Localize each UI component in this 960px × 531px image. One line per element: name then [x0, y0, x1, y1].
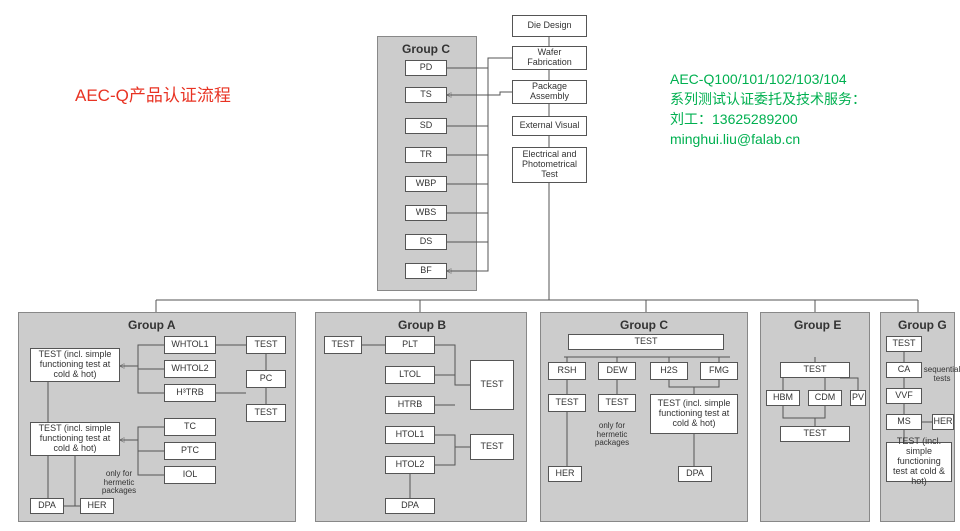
node-die_design: Die Design	[512, 15, 587, 37]
node-gcb_dew: DEW	[598, 362, 636, 380]
node-gg_vvf: VVF	[886, 388, 922, 404]
node-wafer_fab: Wafer Fabrication	[512, 46, 587, 70]
node-gg_her: HER	[932, 414, 954, 430]
node-pkg_asm: Package Assembly	[512, 80, 587, 104]
node-ga_right_test2: TEST	[246, 404, 286, 422]
node-gc_ts: TS	[405, 87, 447, 103]
node-gcb_h2s: H2S	[650, 362, 688, 380]
node-gg_ms: MS	[886, 414, 922, 430]
node-ga_tc: TC	[164, 418, 216, 436]
green-line-3: 刘工：13625289200	[670, 110, 798, 128]
node-gb_htrb: HTRB	[385, 396, 435, 414]
node-gb_dpa: DPA	[385, 498, 435, 514]
node-ga_right_test1: TEST	[246, 336, 286, 354]
panel-title-group_c_bottom: Group C	[620, 318, 668, 332]
green-line-4: minghui.liu@falab.cn	[670, 130, 800, 148]
node-gc_bf: BF	[405, 263, 447, 279]
node-gcb_test_big: TEST (incl. simple functioning test at c…	[650, 394, 738, 434]
node-gc_ds: DS	[405, 234, 447, 250]
node-ga_h3trb: H³TRB	[164, 384, 216, 402]
panel-group_e	[760, 312, 870, 522]
node-gcb_test_top: TEST	[568, 334, 724, 350]
node-ge_test_top: TEST	[780, 362, 850, 378]
panel-title-group_c_top: Group C	[402, 42, 450, 56]
node-ext_visual: External Visual	[512, 116, 587, 136]
node-ga_only: only for hermetic packages	[90, 468, 148, 498]
node-ge_pv: PV	[850, 390, 866, 406]
green-line-2: 系列测试认证委托及技术服务：	[670, 90, 866, 108]
node-ga_whtol2: WHTOL2	[164, 360, 216, 378]
node-elec_photo: Electrical and Photometrical Test	[512, 147, 587, 183]
node-gc_sd: SD	[405, 118, 447, 134]
node-ga_dpa: DPA	[30, 498, 64, 514]
node-gc_wbs: WBS	[405, 205, 447, 221]
node-ge_cdm: CDM	[808, 390, 842, 406]
node-gb_test_l: TEST	[324, 336, 362, 354]
node-gg_note: sequential tests	[928, 362, 956, 388]
node-gc_wbp: WBP	[405, 176, 447, 192]
node-gb_htol1: HTOL1	[385, 426, 435, 444]
node-ga_test_top: TEST (incl. simple functioning test at c…	[30, 348, 120, 382]
node-gb_plt: PLT	[385, 336, 435, 354]
node-gb_test_r_bot: TEST	[470, 434, 514, 460]
node-ga_ptc: PTC	[164, 442, 216, 460]
panel-title-group_g: Group G	[898, 318, 947, 332]
title-red: AEC-Q产品认证流程	[75, 85, 231, 107]
node-gg_ca: CA	[886, 362, 922, 378]
node-gb_test_r_top: TEST	[470, 360, 514, 410]
node-gb_ltol: LTOL	[385, 366, 435, 384]
node-ga_her: HER	[80, 498, 114, 514]
node-gcb_test_dew: TEST	[598, 394, 636, 412]
node-gcb_fmg: FMG	[700, 362, 738, 380]
node-gcb_test_rsh: TEST	[548, 394, 586, 412]
node-gg_test_big: TEST (incl. simple functioning test at c…	[886, 442, 952, 482]
panel-title-group_e: Group E	[794, 318, 841, 332]
node-gc_pd: PD	[405, 60, 447, 76]
node-gcb_dpa: DPA	[678, 466, 712, 482]
node-ga_right_pc: PC	[246, 370, 286, 388]
node-gc_tr: TR	[405, 147, 447, 163]
green-line-1: AEC-Q100/101/102/103/104	[670, 70, 847, 88]
node-gb_htol2: HTOL2	[385, 456, 435, 474]
node-gg_test: TEST	[886, 336, 922, 352]
panel-title-group_b: Group B	[398, 318, 446, 332]
panel-title-group_a: Group A	[128, 318, 176, 332]
node-ge_hbm: HBM	[766, 390, 800, 406]
node-ga_whtol1: WHTOL1	[164, 336, 216, 354]
node-ga_test_bot: TEST (incl. simple functioning test at c…	[30, 422, 120, 456]
node-ga_iol: IOL	[164, 466, 216, 484]
node-ge_test_bot: TEST	[780, 426, 850, 442]
node-gcb_only: only for hermetic packages	[582, 420, 642, 450]
node-gcb_her: HER	[548, 466, 582, 482]
node-gcb_rsh: RSH	[548, 362, 586, 380]
